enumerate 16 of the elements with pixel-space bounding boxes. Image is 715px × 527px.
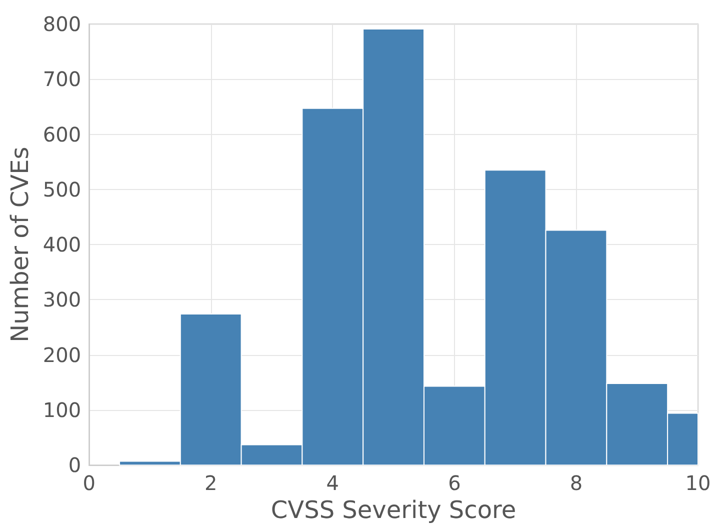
y-axis-title: Number of CVEs <box>6 146 34 342</box>
y-tick-label: 100 <box>42 398 82 422</box>
y-tick-label: 600 <box>42 122 82 146</box>
x-axis-title: CVSS Severity Score <box>270 496 516 524</box>
y-tick-label: 700 <box>42 67 82 92</box>
x-tick-label: 4 <box>326 471 340 496</box>
y-tick-label: 500 <box>42 177 82 202</box>
x-tick-label: 2 <box>204 471 218 496</box>
y-tick-label: 800 <box>42 12 82 36</box>
x-tick-label: 6 <box>448 471 461 496</box>
y-tick-label: 400 <box>42 232 82 257</box>
y-tick-label: 0 <box>68 453 82 478</box>
y-tick-label: 200 <box>42 342 82 367</box>
x-tick-label: 10 <box>685 471 711 496</box>
x-tick-label: 8 <box>570 471 583 496</box>
y-tick-label: 300 <box>42 288 82 312</box>
